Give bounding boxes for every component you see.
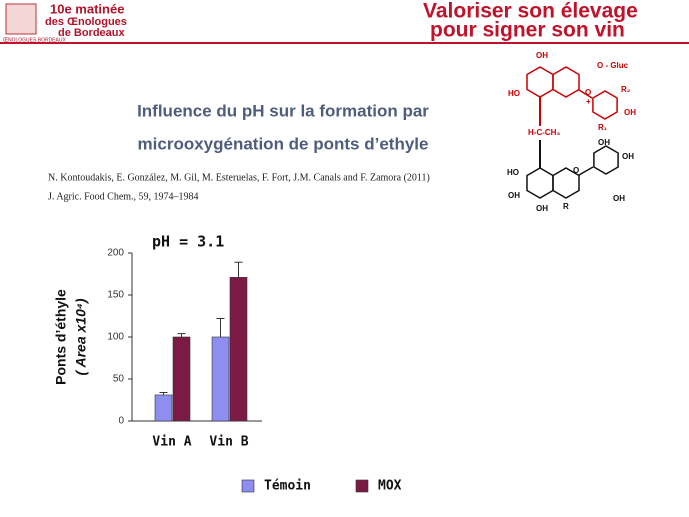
ring (552, 66, 580, 98)
atom-label: R₁ (598, 123, 608, 132)
logo-text: de Bordeaux (58, 27, 126, 39)
atom-label: R₂ (621, 85, 631, 94)
ring (592, 90, 618, 120)
y-tick-label: 150 (107, 290, 124, 301)
y-tick-label: 0 (118, 416, 124, 427)
atom-label: H-C-CH₃ (528, 128, 560, 137)
error-bar (216, 318, 225, 337)
atom-label: OH (536, 51, 548, 60)
atom-label: OH (624, 108, 636, 117)
ring (593, 145, 619, 175)
header-title: pour signer son vin (430, 19, 625, 42)
atom-label: HO (508, 89, 520, 98)
ring (552, 167, 580, 199)
y-axis-label: Ponts d’éthyle (53, 289, 69, 385)
molecule: OH O - Gluc HO O + R₂ OH R₁ H-C-CH₃ OH O… (507, 51, 636, 213)
atom-label: OH (598, 138, 610, 147)
atom-label: HO (507, 168, 519, 177)
chart-title: pH = 3.1 (152, 233, 224, 251)
bond (578, 166, 594, 176)
atom-label: OH (508, 191, 520, 200)
atom-label: OH (622, 152, 634, 161)
atom-label: OH (613, 194, 625, 203)
bond (578, 89, 593, 99)
chart: pH = 3.1 0 50 100 150 200 Ponts d’éthyle( Area… (53, 233, 402, 494)
logo-text: ŒNOLOGUES BORDEAUX (3, 37, 66, 43)
legend-label: MOX (378, 479, 402, 494)
legend-swatch (355, 479, 369, 493)
legend-label: Témoin (264, 479, 311, 494)
legend-swatch (241, 479, 255, 493)
y-tick-label: 200 (107, 248, 124, 259)
logo-text: 10e matinée (50, 1, 124, 16)
error-bar (177, 333, 186, 337)
citation: N. Kontoudakis, E. González, M. Gil, M. … (48, 172, 430, 183)
atom-label: + (586, 97, 591, 106)
slide-title: microoxygénation de ponts d’ethyle (138, 134, 429, 153)
logo-icon (5, 3, 37, 35)
atom-label: OH (536, 204, 548, 213)
atom-label: R (563, 202, 569, 211)
atom-label: O (585, 88, 591, 97)
bar (172, 336, 191, 422)
logo-text: des Œnologues (45, 16, 127, 28)
error-bar (234, 261, 243, 278)
atom-label: O (573, 166, 579, 175)
x-tick-label: Vin A (152, 435, 191, 450)
y-axis-label: ( Area x10⁴) (73, 298, 89, 375)
error-bar (159, 391, 168, 395)
citation: J. Agric. Food Chem., 59, 1974–1984 (48, 191, 199, 202)
slide-title: Influence du pH sur la formation par (137, 101, 429, 120)
bar (154, 394, 173, 422)
header-title: Valoriser son élevage (423, 0, 638, 23)
x-tick-label: Vin B (209, 435, 248, 450)
bar (229, 277, 248, 422)
bar (211, 336, 230, 422)
atom-label: O - Gluc (597, 61, 629, 70)
y-tick-label: 50 (113, 374, 125, 385)
y-tick-label: 100 (107, 332, 124, 343)
